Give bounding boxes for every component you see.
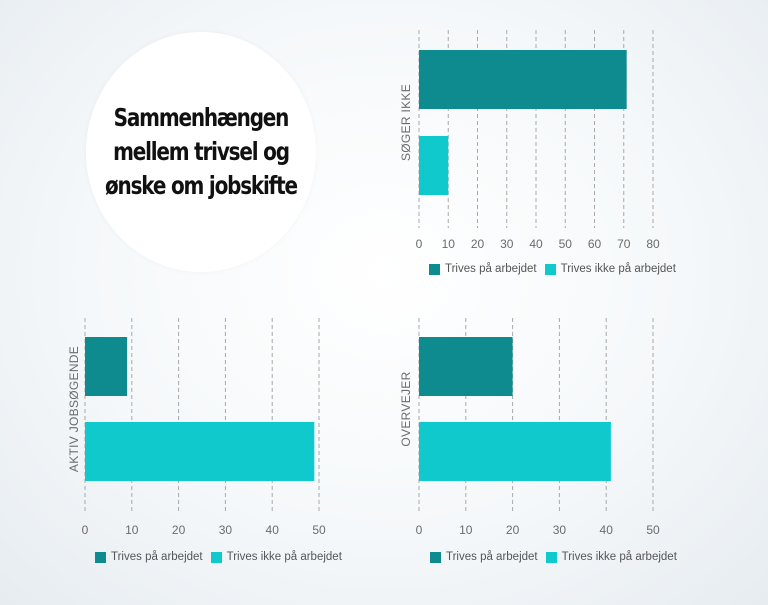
title-circle: Sammenhængen mellem trivsel og ønske om … xyxy=(86,32,316,272)
bar-trives xyxy=(85,337,128,396)
legend-swatch-light xyxy=(545,551,557,563)
tick-label-50: 50 xyxy=(312,523,326,537)
legend-item-trives: Trives på arbejdet xyxy=(430,551,538,563)
tick-label-50: 50 xyxy=(559,237,573,251)
legend-label-trives-ikke: Trives ikke på arbejdet xyxy=(226,551,342,563)
legend-swatch-dark xyxy=(430,551,441,563)
tick-label-20: 20 xyxy=(506,523,520,537)
legend-label-trives: Trives på arbejdet xyxy=(111,551,203,563)
tick-label-30: 30 xyxy=(500,237,514,251)
title-line-3: ønske om jobskifte xyxy=(105,171,298,200)
category-label: OVERVEJER xyxy=(399,371,413,446)
bar-trives-ikke xyxy=(419,422,611,481)
bar-trives xyxy=(419,337,513,396)
tick-label-20: 20 xyxy=(172,523,186,537)
tick-label-20: 20 xyxy=(471,237,485,251)
chart-title: Sammenhængen mellem trivsel og ønske om … xyxy=(105,101,298,203)
tick-label-30: 30 xyxy=(553,523,567,537)
legend-item-trives: Trives på arbejdet xyxy=(429,263,537,275)
tick-label-0: 0 xyxy=(416,237,423,251)
legend-aktiv-jobsogende: Trives på arbejdet Trives ikke på arbejd… xyxy=(95,551,342,563)
category-label: SØGER IKKE xyxy=(399,84,413,161)
legend-swatch-dark xyxy=(95,551,106,563)
bar-trives xyxy=(419,50,627,109)
title-line-2: mellem trivsel og xyxy=(113,137,290,166)
tick-label-70: 70 xyxy=(617,237,631,251)
tick-label-40: 40 xyxy=(266,523,280,537)
tick-label-50: 50 xyxy=(646,523,660,537)
tick-label-0: 0 xyxy=(82,523,89,537)
legend-label-trives: Trives på arbejdet xyxy=(445,263,537,275)
legend-item-trives-ikke: Trives ikke på arbejdet xyxy=(545,551,677,563)
tick-label-60: 60 xyxy=(588,237,602,251)
bar-trives-ikke xyxy=(419,136,449,195)
tick-label-10: 10 xyxy=(442,237,456,251)
legend-label-trives-ikke: Trives ikke på arbejdet xyxy=(560,263,676,275)
legend-overvejer: Trives på arbejdet Trives ikke på arbejd… xyxy=(430,551,677,563)
title-line-1: Sammenhængen xyxy=(113,103,290,132)
legend-label-trives-ikke: Trives ikke på arbejdet xyxy=(561,551,677,563)
legend-item-trives: Trives på arbejdet xyxy=(95,551,203,563)
tick-label-10: 10 xyxy=(125,523,139,537)
legend-item-trives-ikke: Trives ikke på arbejdet xyxy=(210,551,342,563)
tick-label-10: 10 xyxy=(459,523,473,537)
tick-label-80: 80 xyxy=(646,237,660,251)
category-label: AKTIV JOBSØGENDE xyxy=(67,346,81,472)
tick-label-30: 30 xyxy=(219,523,233,537)
legend-swatch-dark xyxy=(429,263,440,275)
tick-label-40: 40 xyxy=(529,237,543,251)
tick-label-0: 0 xyxy=(416,523,423,537)
bar-trives-ikke xyxy=(85,422,315,481)
legend-swatch-light xyxy=(210,551,222,563)
legend-item-trives-ikke: Trives ikke på arbejdet xyxy=(544,263,676,275)
legend-soger-ikke: Trives på arbejdet Trives ikke på arbejd… xyxy=(429,263,676,275)
legend-label-trives: Trives på arbejdet xyxy=(446,551,538,563)
legend-swatch-light xyxy=(544,263,556,275)
tick-label-40: 40 xyxy=(600,523,614,537)
